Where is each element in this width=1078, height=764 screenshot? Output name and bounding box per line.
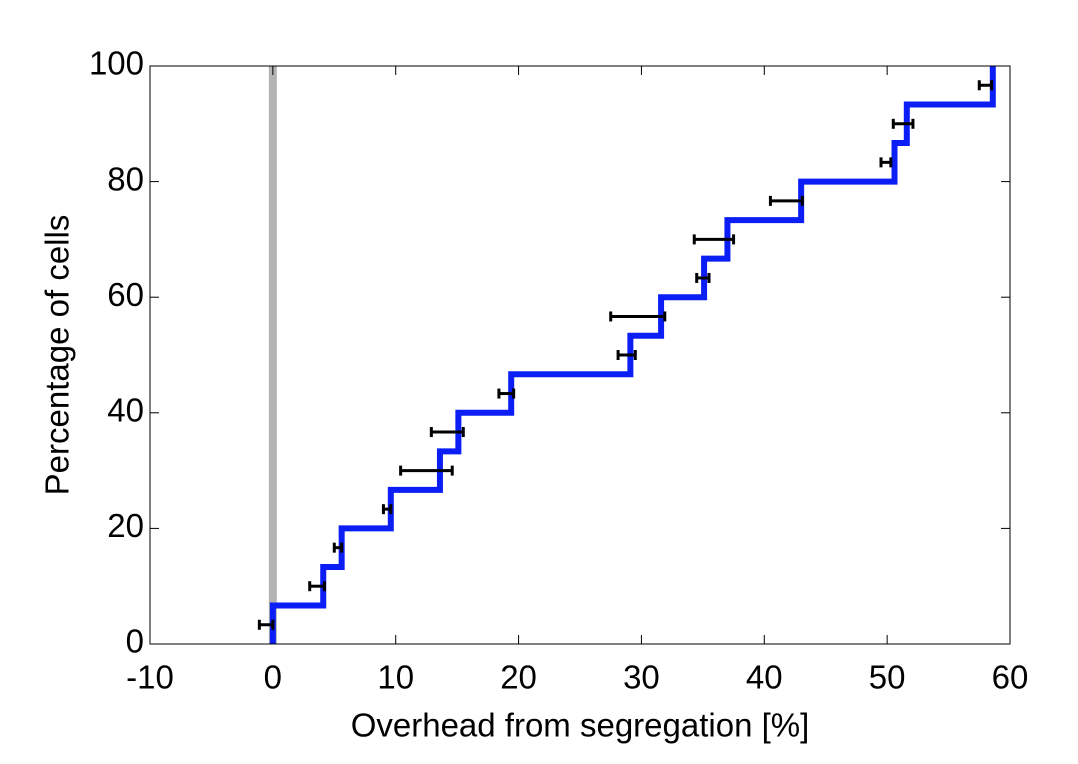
error-bar xyxy=(891,118,915,129)
y-tick-label: 80 xyxy=(107,160,144,197)
error-bar xyxy=(695,272,711,283)
x-tick-label: 50 xyxy=(869,659,906,696)
y-tick-label: 40 xyxy=(107,392,144,429)
y-tick-label: 60 xyxy=(107,276,144,313)
x-tick-label: -10 xyxy=(126,659,174,696)
x-tick-label: 30 xyxy=(623,659,660,696)
error-bar xyxy=(692,234,736,245)
error-bar xyxy=(616,350,637,360)
y-axis-label: Percentage of cells xyxy=(39,215,76,496)
error-bar xyxy=(332,542,344,553)
error-bar xyxy=(429,427,465,438)
error-bar xyxy=(399,465,454,476)
x-tick-label: 40 xyxy=(746,659,783,696)
y-tick-label: 0 xyxy=(126,623,144,660)
plot-frame xyxy=(149,65,1011,645)
error-bar xyxy=(768,195,804,206)
error-bar xyxy=(257,619,275,630)
error-bar xyxy=(381,504,393,515)
error-bar xyxy=(879,157,893,168)
error-bar xyxy=(308,581,326,592)
x-axis-label: Overhead from segregation [%] xyxy=(351,707,810,744)
x-tick-label: 0 xyxy=(264,659,282,696)
error-bar xyxy=(609,311,667,322)
x-tick-label: 10 xyxy=(377,659,414,696)
y-tick-label: 20 xyxy=(107,507,144,544)
y-tick-label: 100 xyxy=(89,45,144,82)
error-bar xyxy=(497,388,516,399)
x-tick-label: 20 xyxy=(500,659,537,696)
x-tick-label: 60 xyxy=(992,659,1029,696)
error-bar xyxy=(977,80,994,91)
